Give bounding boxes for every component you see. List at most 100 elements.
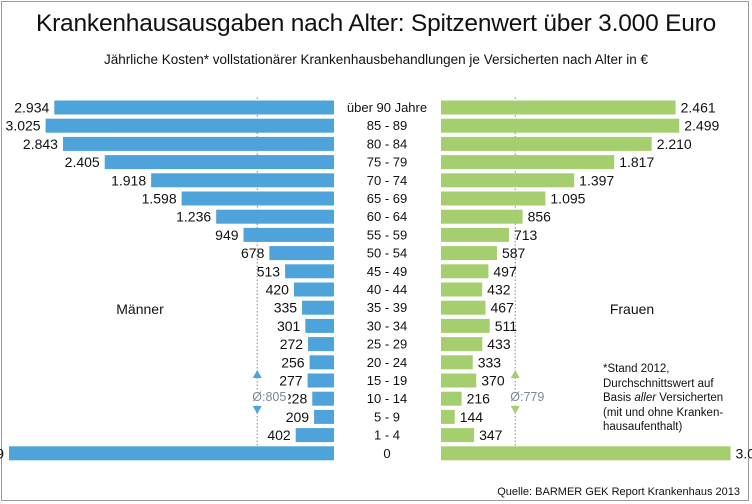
average-up-arrow-icon [252,370,262,378]
value-label-men: 209 [286,409,310,425]
bar-men [295,428,334,443]
age-category-label: 45 - 49 [367,264,407,279]
bar-men [151,173,334,188]
age-category-label: 20 - 24 [367,355,407,370]
value-label-women: 511 [495,318,518,334]
value-label-men: 949 [215,227,239,243]
value-label-women: 587 [502,245,526,261]
age-category-label: 30 - 34 [367,318,407,333]
value-label-women: 713 [514,227,538,243]
value-label-men: 2.934 [14,100,49,116]
bar-women [441,118,680,133]
value-label-men: 1.236 [176,209,211,225]
value-label-men: 1.598 [142,191,177,207]
bar-women [441,409,455,424]
bar-women [441,318,490,333]
value-label-men: 678 [241,245,265,261]
bar-men [62,136,334,151]
value-label-men: 272 [280,336,304,352]
age-category-label: 15 - 19 [367,373,407,388]
value-label-women: 2.461 [681,100,716,116]
bar-women [441,428,475,443]
bar-men [104,155,334,170]
value-label-men: 335 [274,300,298,316]
age-category-label: 80 - 84 [367,136,407,151]
bar-men [308,337,334,352]
value-label-women: 1.817 [619,154,654,170]
age-category-label: 40 - 44 [367,282,407,297]
bar-men [302,300,334,315]
value-label-men: 1.918 [111,172,146,188]
average-label-bg [508,390,547,404]
average-label-bg [250,390,289,404]
average-label-men: Ø:805 [252,390,286,404]
bar-men [314,409,334,424]
bar-women [441,209,523,224]
bar-women [441,227,509,242]
bar-women [441,246,497,261]
value-label-men: 2.405 [65,154,100,170]
bar-women [441,136,652,151]
value-label-women: 432 [487,282,511,298]
bar-men [309,355,334,370]
bar-men [54,100,334,115]
bar-men [293,282,334,297]
age-category-label: über 90 Jahre [347,100,427,115]
bar-men [181,191,334,206]
age-category-label: 25 - 29 [367,337,407,352]
average-down-arrow-icon [252,406,262,414]
bar-men [285,264,334,279]
value-label-women: 216 [467,391,491,407]
value-label-men: 513 [257,263,281,279]
bar-women [441,282,483,297]
value-label-women: 3.037 [736,445,752,461]
value-label-men: 256 [281,354,305,370]
age-category-label: 10 - 14 [367,391,407,406]
value-label-women: 1.095 [550,191,585,207]
value-label-men: 228 [284,391,308,407]
value-label-men: 3.025 [6,118,41,134]
bar-women [441,155,615,170]
age-category-label: 70 - 74 [367,173,407,188]
footnote-line: (mit und ohne Kranken- [603,406,724,419]
footnote-line: Durchschnittswert auf [603,377,714,390]
value-label-men: 420 [266,282,290,298]
bar-women [441,264,489,279]
age-category-label: 5 - 9 [374,409,400,424]
footnote: *Stand 2012, Durchschnittswert auf Basis… [603,362,743,435]
age-category-label: 85 - 89 [367,118,407,133]
series-label-men: Männer [116,301,164,317]
bar-women [441,373,477,388]
value-label-men: 277 [279,373,303,389]
bar-women [441,191,546,206]
bar-women [441,391,462,406]
footnote-emphasis: aller [634,392,657,404]
age-category-label: 65 - 69 [367,191,407,206]
value-label-women: 144 [460,409,484,425]
average-up-arrow-icon [510,370,520,378]
value-label-women: 2.210 [657,136,692,152]
bar-men [269,246,334,261]
bar-women [441,300,486,315]
value-label-women: 347 [479,427,503,443]
value-label-women: 856 [528,209,552,225]
bar-women [441,100,676,115]
age-category-label: 75 - 79 [367,155,407,170]
age-category-label: 60 - 64 [367,209,407,224]
value-label-men: 301 [277,318,301,334]
value-label-women: 1.397 [579,172,614,188]
footnote-line: hausaufenthalt) [603,421,683,433]
value-label-men: 402 [267,427,291,443]
bar-women [441,173,575,188]
series-label-women: Frauen [610,301,654,317]
value-label-women: 2.499 [684,118,719,134]
average-down-arrow-icon [510,406,520,414]
age-category-label: 0 [383,446,390,461]
chart-title: Krankenhausausgaben nach Alter: Spitzenw… [35,10,717,37]
age-category-label: 1 - 4 [374,428,400,443]
age-category-label: 50 - 54 [367,246,407,261]
footnote-line: *Stand 2012, [603,363,670,375]
bar-men [9,446,334,461]
value-label-women: 497 [493,263,517,279]
